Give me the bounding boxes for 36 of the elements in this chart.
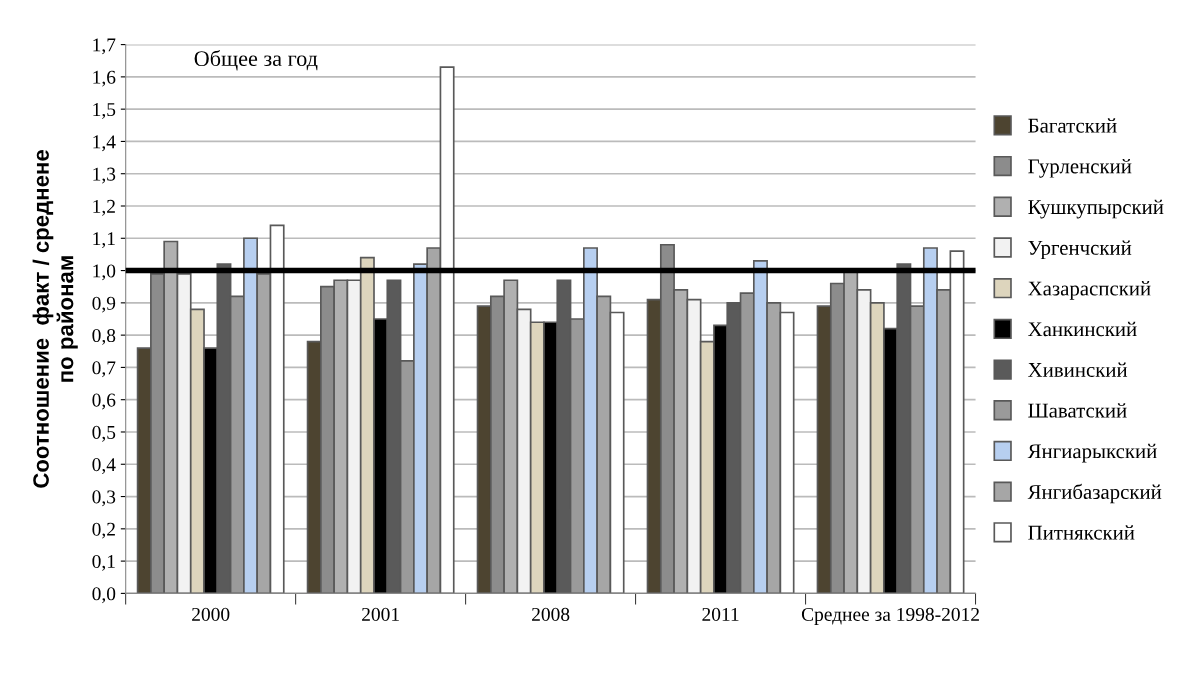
y-tick-label: 0,3 (92, 490, 116, 507)
legend-label: Ханкинский (1028, 321, 1137, 337)
x-tick-label: 2000 (192, 607, 230, 621)
x-tick-label: 2011 (702, 607, 739, 621)
chart-title: Общее за год (194, 49, 318, 71)
y-tick-label: 1,4 (93, 135, 116, 152)
y-tick-label: 0,8 (92, 328, 116, 345)
y-tick-label: 0,0 (92, 587, 116, 604)
legend-label: Гурленский (1028, 158, 1132, 178)
y-tick-label: 0,1 (92, 554, 115, 571)
y-axis-title: Соотношение факт / среднене по районам (32, 150, 78, 488)
y-tick-label: 1,6 (93, 70, 116, 87)
legend-label: Янгибазарский (1027, 483, 1162, 504)
legend-label: Шаватский (1028, 403, 1127, 418)
legend-label: Ургенчский (1028, 240, 1132, 260)
legend-label: Хивинский (1028, 362, 1128, 377)
y-tick-label: 1,3 (93, 167, 116, 184)
y-tick-label: 0,2 (92, 522, 115, 539)
y-tick-label: 1,1 (93, 232, 115, 249)
y-tick-label: 0,5 (92, 425, 116, 442)
y-tick-label: 0,4 (92, 458, 116, 474)
legend-label: Хазараспский (1028, 281, 1151, 300)
legend-label: Багатский (1028, 118, 1117, 133)
y-tick-label: 1,5 (93, 103, 116, 119)
y-tick-label: 1,0 (93, 264, 116, 281)
legend-label: Питнякский (1028, 525, 1135, 540)
y-tick-label: 0,7 (92, 361, 116, 378)
legend-label: Янгиарыкский (1027, 443, 1157, 463)
y-tick-label: 1,7 (93, 38, 116, 55)
y-tick-label: 0,6 (92, 393, 116, 410)
x-tick-label: 2001 (362, 607, 399, 621)
x-tick-label: Среднее за 1998-2012 (801, 607, 979, 625)
legend-label: Кушкупырский (1028, 199, 1164, 219)
y-tick-label: 0,9 (92, 296, 116, 313)
x-tick-label: 2008 (532, 607, 570, 621)
y-tick-label: 1,2 (93, 199, 115, 216)
